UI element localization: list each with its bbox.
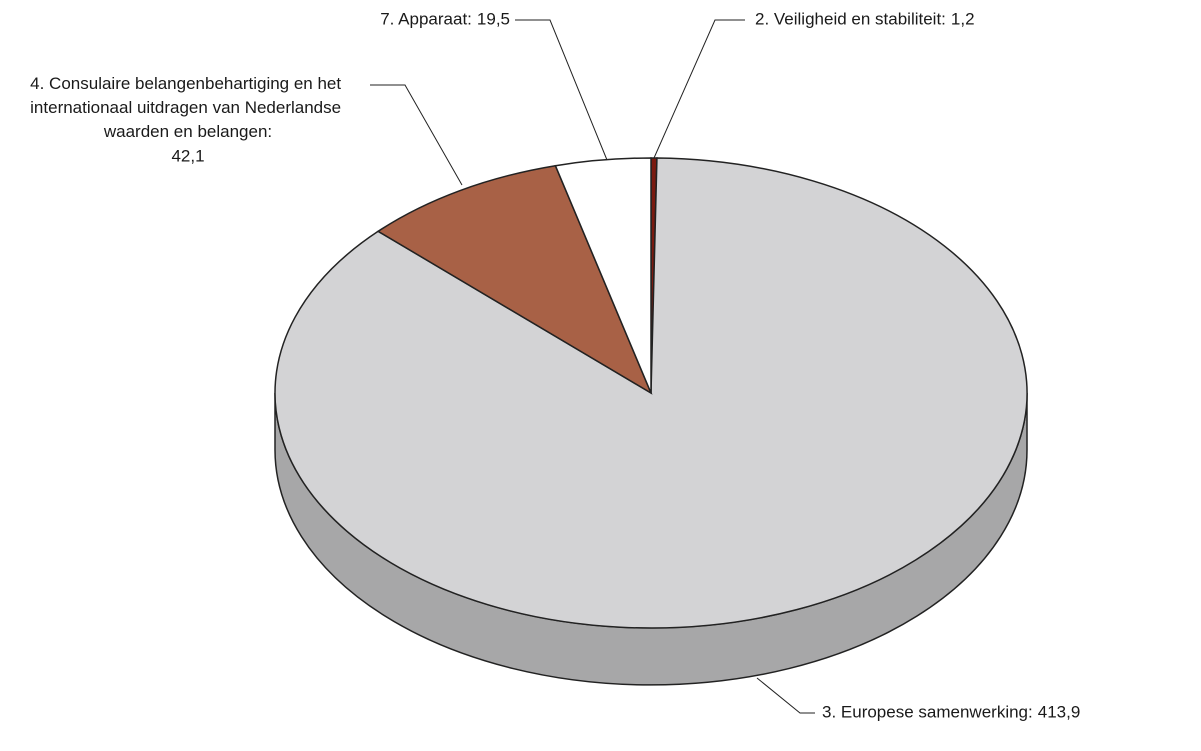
leader-line (653, 19, 745, 159)
slice-label: 7. Apparaat: (380, 9, 472, 28)
slice-label: 3. Europese samenwerking: (822, 702, 1033, 721)
pie-tops (274, 157, 1028, 629)
value-label: 42,1 (171, 146, 204, 165)
label-line: waarden en belangen: (103, 122, 272, 141)
leader-line (515, 19, 608, 161)
leader-line (370, 84, 463, 186)
value-label: 1,2 (951, 9, 975, 28)
label-line: 4. Consulaire belangenbehartiging en het (30, 74, 346, 93)
value-label: 413,9 (1038, 702, 1081, 721)
leader-line (756, 677, 815, 714)
label-line: internationaal uitdragen van Nederlandse (30, 98, 346, 117)
slice-label: 4. Consulaire belangenbehartiging en het… (30, 74, 346, 141)
slice-label: 2. Veiligheid en stabiliteit: (755, 9, 946, 28)
pie-slice (376, 164, 653, 395)
pie-slice (554, 157, 652, 394)
value-label: 19,5 (477, 9, 510, 28)
